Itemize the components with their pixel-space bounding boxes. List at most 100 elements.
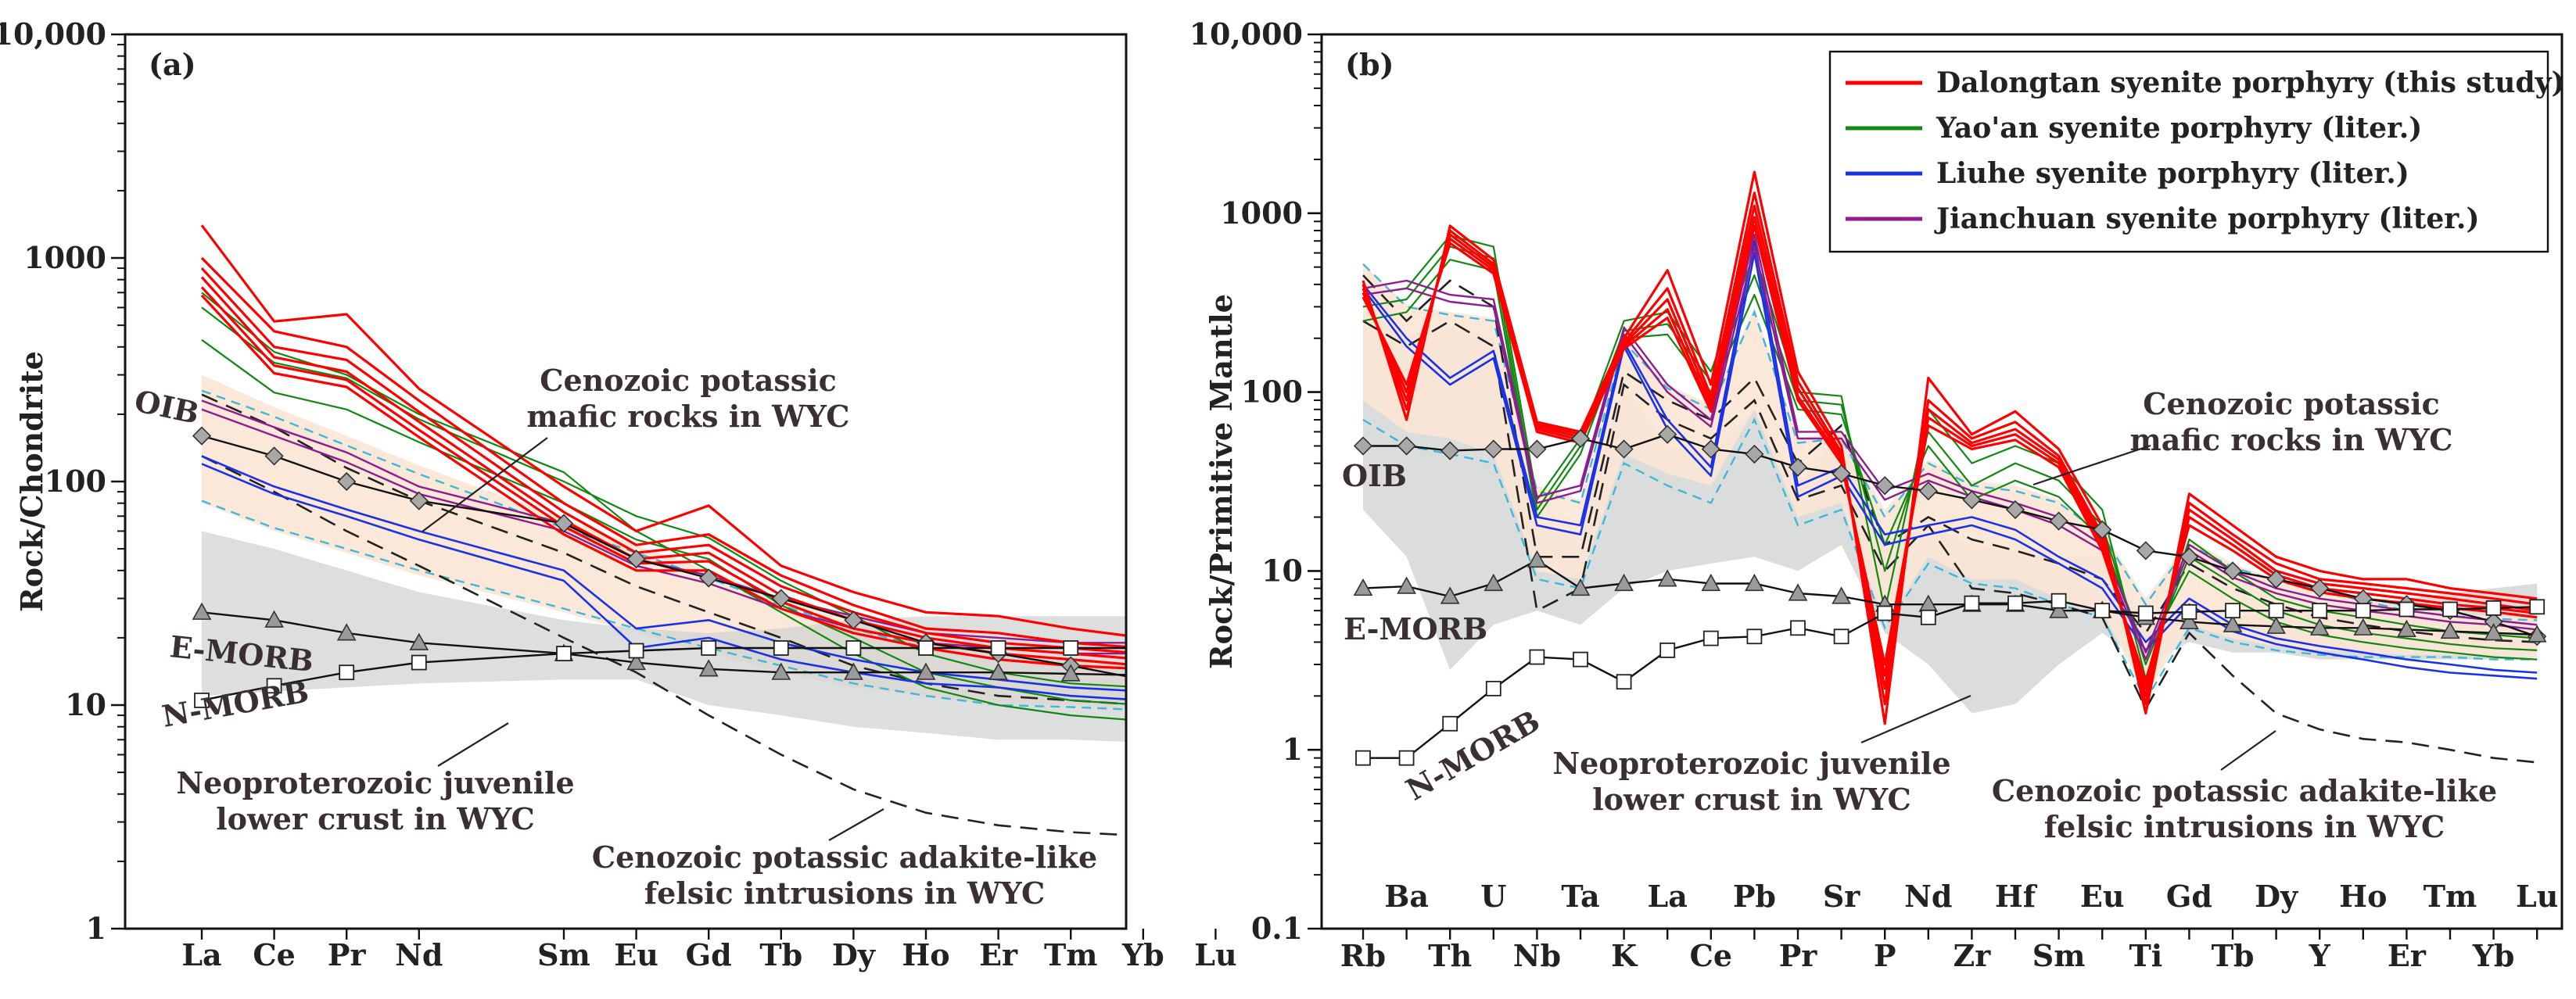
reference-marker-e-morb-pb	[1745, 573, 1764, 592]
reference-marker-n-morb-ba	[1398, 750, 1415, 766]
reference-marker-n-morb-nd	[1920, 609, 1936, 625]
reference-marker-n-morb-ti	[2137, 605, 2154, 621]
reference-marker-oib-la	[192, 426, 212, 446]
panel-a: 1 10 100 1000 10,000 La Ce Pr Nd Sm Eu Gd Tb Dy Ho Er Tm…	[0, 16, 1237, 972]
reference-n-morb	[1355, 593, 2546, 766]
series-line-dalongtan-1	[1362, 170, 2538, 725]
annotation-text: Neoproterozoic juvenile	[176, 765, 574, 800]
annotation-text: mafic rocks in WYC	[527, 399, 850, 434]
dashed-field-boundary-cyan-lower	[201, 500, 1126, 711]
reference-marker-e-morb-gd	[2180, 611, 2199, 629]
reference-marker-n-morb-ho	[918, 640, 934, 656]
reference-marker-oib-ce	[1701, 439, 1720, 459]
reference-marker-oib-ce	[264, 446, 284, 466]
reference-marker-e-morb-ta	[1570, 578, 1591, 596]
reference-marker-e-morb-eu	[626, 652, 646, 671]
annotation-text: E-MORB	[1344, 611, 1487, 646]
reference-marker-e-morb-la	[1657, 569, 1677, 587]
reference-n-morb	[194, 640, 1150, 708]
series-line-yao-an-1	[201, 306, 1126, 688]
reference-marker-e-morb-ho	[916, 662, 936, 680]
dashed-adakite-like-upper	[201, 393, 1126, 705]
legend: Dalongtan syenite porphyry (this study) Y…	[1828, 50, 2565, 253]
reference-marker-e-morb-ho	[2353, 618, 2373, 636]
reference-marker-n-morb-ho	[2355, 603, 2371, 619]
annotation-oib: OIB	[131, 383, 203, 431]
reference-marker-n-morb-gd	[2181, 603, 2197, 620]
y-tick-label: 1	[1283, 732, 1303, 767]
annotation-text: lower crust in WYC	[216, 801, 535, 836]
reference-marker-n-morb-sm	[556, 646, 572, 661]
x-tick-label-k: K	[1611, 938, 1638, 973]
reference-marker-oib-nb	[1527, 439, 1547, 459]
x-tick-label-hf: Hf	[1995, 879, 2038, 914]
series-line-jianchuan-1	[1362, 233, 2538, 653]
reference-marker-oib-tb	[771, 589, 791, 608]
reference-marker-n-morb-pr	[1790, 620, 1806, 636]
x-tick-label-ta: Ta	[1561, 879, 1599, 914]
annotation-leader	[2032, 444, 2151, 486]
reference-marker-e-morb-er	[2397, 619, 2416, 638]
reference-marker-n-morb-nb	[1529, 649, 1545, 665]
x-tick-label-eu: Eu	[2080, 879, 2125, 914]
x-tick-label-sm: Sm	[537, 937, 590, 972]
series-line-dalongtan-4	[200, 276, 1126, 660]
reference-marker-oib-ba	[1397, 436, 1416, 456]
reference-marker-n-morb-yb	[2485, 600, 2502, 616]
series-line-dalongtan-5	[200, 286, 1126, 666]
annotation-leader	[422, 437, 548, 532]
legend-label-liuhe-syenite-porphyry-liter: Liuhe syenite porphyry (liter.)	[1936, 157, 2409, 190]
x-tick-label-sm: Sm	[2032, 938, 2086, 973]
x-tick-label-pr: Pr	[328, 937, 367, 972]
y-tick-label: 1000	[23, 240, 106, 275]
series-line-liuhe-1	[1362, 239, 2538, 674]
y-tick-label: 1000	[1220, 195, 1303, 231]
x-tick-label-tb: Tb	[2212, 938, 2255, 973]
reference-marker-oib-lu	[1207, 679, 1224, 696]
reference-marker-e-morb-ce	[264, 610, 284, 628]
reference-marker-oib-zr	[1962, 490, 1982, 510]
reference-marker-n-morb-zr	[1964, 595, 1980, 611]
reference-marker-e-morb-u	[1484, 573, 1504, 592]
reference-line-e-morb	[201, 611, 1126, 676]
series-line-dalongtan-5	[1362, 224, 2538, 683]
y-tick-label: 10	[65, 687, 106, 722]
reference-marker-n-morb-lu	[2529, 599, 2546, 615]
reference-marker-e-morb-k	[1614, 573, 1634, 592]
x-tick-label-ce: Ce	[1690, 938, 1732, 973]
reference-line-oib	[1363, 433, 2538, 638]
field-neoproterozoic-juvenile-lower-crust-in-wyc	[202, 531, 1126, 743]
annotation-text: felsic intrusions in WYC	[2044, 809, 2445, 844]
reference-oib	[1353, 424, 2547, 646]
reference-marker-n-morb-yb	[1136, 641, 1150, 655]
reference-marker-oib-tb	[2223, 561, 2243, 581]
reference-marker-oib-dy	[844, 610, 863, 630]
x-tick-label-rb: Rb	[1340, 938, 1386, 973]
reference-line-oib	[201, 435, 1126, 678]
annotation-text: lower crust in WYC	[1592, 782, 1911, 817]
reference-marker-e-morb-ce	[1701, 573, 1721, 592]
plot-area	[1353, 170, 2547, 766]
series-line-jianchuan-2	[1362, 245, 2538, 661]
annotation-text: Cenozoic potassic	[2143, 386, 2440, 421]
reference-marker-e-morb-sr	[1832, 586, 1851, 604]
x-tick-label-ho: Ho	[2339, 879, 2387, 914]
x-tick-label-la: La	[1648, 879, 1688, 914]
y-tick-label: 10,000	[0, 16, 106, 52]
reference-marker-n-morb-tm	[1063, 640, 1079, 656]
reference-marker-n-morb-rb	[1355, 750, 1371, 766]
reference-marker-n-morb-sr	[1833, 628, 1849, 645]
reference-marker-oib-gd	[2180, 547, 2199, 567]
y-tick-label: 10	[1261, 553, 1303, 588]
annotation-text: Cenozoic potassic	[540, 363, 837, 398]
x-tick-label-er: Er	[979, 937, 1018, 972]
reference-marker-e-morb-pr	[1788, 583, 1808, 601]
y-tick-label: 100	[1241, 374, 1303, 410]
dashed-adakite-like-lower	[1362, 320, 2538, 764]
y-tick-label: 1	[86, 911, 106, 946]
x-tick-label-tb: Tb	[759, 937, 802, 972]
